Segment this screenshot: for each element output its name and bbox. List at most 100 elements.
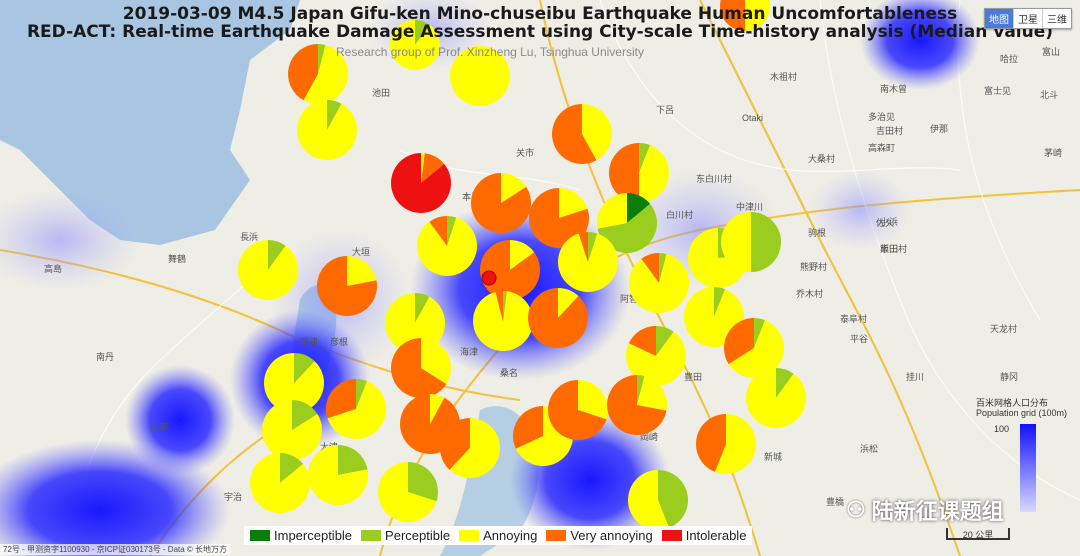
pie-slice: [317, 256, 378, 317]
city-pie[interactable]: [391, 153, 451, 214]
pie-slice: [385, 293, 446, 354]
place-label: 丰田村: [880, 243, 907, 254]
city-pie[interactable]: [552, 104, 612, 165]
pie-slice: [415, 20, 430, 45]
place-label: 吉田村: [876, 125, 903, 136]
pie-slice: [296, 100, 357, 161]
city-pie[interactable]: [264, 353, 324, 414]
pie-slice: [264, 353, 324, 414]
city-pie[interactable]: [558, 232, 618, 292]
city-pie[interactable]: [317, 256, 378, 317]
city-pie[interactable]: [607, 375, 668, 436]
population-title-en: Population grid (100m): [976, 408, 1068, 418]
city-pie[interactable]: [450, 46, 510, 106]
city-pie[interactable]: [529, 188, 589, 249]
watermark-text: 陆新征课题组: [871, 499, 1004, 524]
city-pie[interactable]: [308, 445, 368, 505]
pie-slice: [262, 400, 322, 460]
pie-slice: [659, 253, 667, 283]
city-pie[interactable]: [378, 462, 439, 523]
pie-slice: [421, 153, 445, 183]
pie-slice: [472, 291, 533, 352]
city-pie[interactable]: [288, 44, 349, 105]
pie-slice: [626, 331, 687, 386]
pie-slice: [728, 320, 785, 379]
place-label: 熊野村: [800, 261, 827, 272]
pie-slice: [327, 381, 386, 440]
city-pie[interactable]: [724, 318, 785, 379]
pie-slice: [480, 240, 540, 300]
place-label: 小浜: [880, 217, 898, 227]
city-pie[interactable]: [480, 240, 540, 300]
city-pie[interactable]: [746, 368, 806, 428]
pie-slice: [639, 145, 670, 203]
map-type-map-button[interactable]: 地图: [985, 9, 1014, 28]
legend-label: Intolerable: [685, 528, 747, 543]
pie-slice: [268, 240, 286, 270]
pie-slice: [288, 44, 318, 101]
city-pie[interactable]: [626, 326, 687, 386]
place-label: 哈拉: [1000, 53, 1018, 64]
pie-slice: [378, 462, 437, 523]
pie-slice: [588, 232, 598, 262]
legend-label: Imperceptible: [274, 528, 353, 543]
city-pie[interactable]: [596, 193, 657, 253]
pie-slice: [658, 470, 689, 528]
city-pie[interactable]: [471, 173, 531, 234]
pie-slice: [280, 453, 304, 483]
population-legend-value: 100: [994, 424, 1010, 434]
city-pie[interactable]: [720, 0, 770, 31]
place-label: 宇治: [224, 491, 242, 502]
city-pie[interactable]: [296, 100, 357, 161]
city-pie[interactable]: [385, 293, 446, 354]
city-pie[interactable]: [390, 20, 441, 71]
pie-slice: [495, 291, 503, 321]
pie-slice: [558, 233, 618, 292]
city-pie[interactable]: [629, 253, 689, 314]
city-pie[interactable]: [696, 414, 757, 474]
pie-slice: [294, 353, 315, 383]
pie-slice: [450, 46, 510, 106]
pie-slice: [447, 216, 457, 246]
place-label: 挂川: [906, 371, 924, 382]
city-pie[interactable]: [628, 470, 689, 530]
city-pie[interactable]: [609, 143, 670, 203]
title-line-1: 2019-03-09 M4.5 Japan Gifu-ken Mino-chus…: [122, 4, 958, 24]
place-label: 北斗: [1040, 90, 1058, 100]
legend-swatch: [546, 530, 567, 541]
pie-slice: [641, 253, 659, 283]
place-label: 高島: [44, 263, 62, 274]
place-label: 桑名: [500, 367, 518, 378]
place-label: 静冈: [1000, 371, 1018, 382]
population-title-cn: 百米网格人口分布: [976, 398, 1049, 408]
pie-slice: [471, 173, 531, 234]
city-pie[interactable]: [440, 418, 501, 479]
city-pie[interactable]: [249, 453, 310, 513]
legend: Imperceptible Perceptible Annoying Very …: [244, 526, 753, 545]
place-label: 多治见: [868, 111, 895, 122]
city-pie[interactable]: [326, 379, 386, 440]
map-type-3d-button[interactable]: 三维: [1047, 15, 1067, 26]
pie-slice: [390, 20, 441, 71]
map-type-satellite-button[interactable]: 卫星: [1014, 9, 1043, 28]
city-pie[interactable]: [721, 212, 781, 272]
city-pie[interactable]: [417, 216, 477, 276]
city-pie[interactable]: [472, 291, 533, 352]
pie-slice: [745, 0, 770, 31]
place-label: 彦根: [330, 336, 348, 347]
city-pie[interactable]: [528, 288, 589, 349]
city-pie[interactable]: [391, 338, 451, 398]
place-label: 茅崎: [1044, 147, 1062, 158]
city-pie[interactable]: [237, 240, 298, 300]
epicenter-marker[interactable]: [481, 270, 497, 286]
place-label: Otaki: [742, 113, 763, 123]
pie-slice: [421, 153, 425, 183]
place-label: 富士见: [984, 85, 1011, 96]
city-pie[interactable]: [547, 380, 608, 440]
place-label: 豊橋: [826, 496, 844, 507]
city-pie[interactable]: [262, 400, 322, 460]
pie-slice: [347, 256, 377, 286]
place-label: 長浜: [240, 232, 258, 242]
